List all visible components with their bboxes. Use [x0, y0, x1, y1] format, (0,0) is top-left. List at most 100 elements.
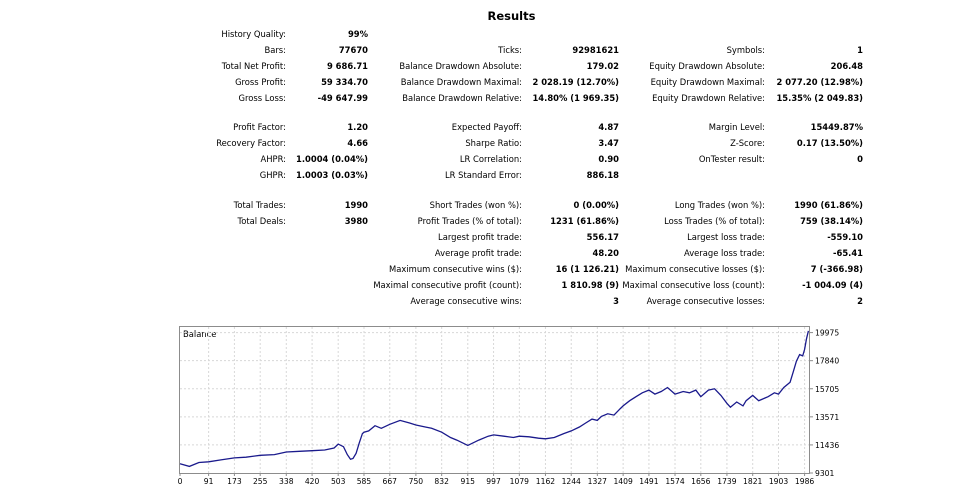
stat-label: Total Net Profit:: [221, 61, 286, 71]
stat-value: 1 810.98 (9): [561, 280, 619, 290]
x-tick-label: 503: [331, 477, 346, 486]
stat-label: Average profit trade:: [434, 248, 522, 258]
history-quality-value: 99%: [347, 29, 368, 39]
balance-line: [179, 330, 810, 468]
stat-value: 0.90: [598, 154, 619, 164]
stat-label: AHPR:: [260, 154, 286, 164]
stat-value: -49 647.99: [317, 93, 368, 103]
x-tick-label: 1903: [769, 477, 788, 486]
stat-label: Maximum consecutive wins ($):: [389, 264, 522, 274]
stat-value: 48.20: [592, 248, 620, 258]
x-tick-label: 420: [305, 477, 320, 486]
stat-label: Recovery Factor:: [216, 138, 286, 148]
stat-label: Balance Drawdown Relative:: [402, 93, 522, 103]
stat-label: Balance Drawdown Maximal:: [400, 77, 522, 87]
x-tick-label: 1327: [588, 477, 607, 486]
x-tick-label: 1244: [562, 477, 581, 486]
stat-label: Profit Trades (% of total):: [417, 216, 522, 226]
x-tick-label: 1986: [795, 477, 814, 486]
stat-value: 0.17 (13.50%): [796, 138, 863, 148]
y-tick-label: 13571: [815, 413, 839, 422]
stat-value: 0 (0.00%): [573, 200, 619, 210]
stat-label: Maximal consecutive profit (count):: [373, 280, 522, 290]
stat-label: Equity Drawdown Maximal:: [650, 77, 765, 87]
stat-label: Margin Level:: [708, 122, 765, 132]
stat-value: 0: [857, 154, 863, 164]
stat-value: -65.41: [833, 248, 863, 258]
x-tick-label: 1162: [536, 477, 555, 486]
x-tick-label: 173: [227, 477, 242, 486]
stat-label: Maximal consecutive loss (count):: [622, 280, 765, 290]
stat-label: Sharpe Ratio:: [465, 138, 522, 148]
x-tick-label: 0: [178, 477, 183, 486]
stat-label: Short Trades (won %):: [429, 200, 522, 210]
stat-label: Total Trades:: [233, 200, 286, 210]
x-tick-label: 1656: [691, 477, 710, 486]
stat-value: 92981621: [572, 45, 619, 55]
stat-label: Ticks:: [498, 45, 522, 55]
stat-label: Equity Drawdown Relative:: [652, 93, 765, 103]
stat-label: Loss Trades (% of total):: [664, 216, 765, 226]
stat-label: Equity Drawdown Absolute:: [649, 61, 765, 71]
stat-value: 1990: [344, 200, 368, 210]
y-tick-label: 11436: [815, 441, 839, 450]
x-tick-label: 255: [253, 477, 268, 486]
y-tick-label: 9301: [815, 469, 834, 478]
x-tick-label: 997: [486, 477, 501, 486]
stat-label: Average consecutive wins:: [410, 296, 522, 306]
stat-value: 15449.87%: [810, 122, 863, 132]
stat-label: Average consecutive losses:: [646, 296, 765, 306]
x-tick-label: 832: [434, 477, 449, 486]
stat-value: 3: [613, 296, 619, 306]
y-tick-label: 15705: [815, 385, 839, 394]
stat-label: Balance Drawdown Absolute:: [399, 61, 522, 71]
chart-grid: [180, 327, 809, 473]
stat-label: Gross Loss:: [238, 93, 286, 103]
x-tick-label: 91: [204, 477, 214, 486]
stat-value: 1.0004 (0.04%): [296, 154, 368, 164]
stat-value: 1.0003 (0.03%): [296, 170, 368, 180]
stat-value: 886.18: [586, 170, 619, 180]
stat-value: 759 (38.14%): [800, 216, 863, 226]
stat-value: 179.02: [586, 61, 619, 71]
x-tick-label: 915: [461, 477, 476, 486]
stat-label: GHPR:: [259, 170, 286, 180]
stat-value: 2 077.20 (12.98%): [776, 77, 863, 87]
stat-value: 16 (1 126.21): [555, 264, 619, 274]
x-tick-label: 1739: [717, 477, 736, 486]
stat-value: 1.20: [347, 122, 368, 132]
results-title: Results: [487, 9, 536, 23]
y-axis-ticks: 9301 11436 13571 15705 17840 19975: [810, 329, 839, 478]
stat-value: 1231 (61.86%): [550, 216, 619, 226]
stat-value: 59 334.70: [321, 77, 368, 87]
stat-value: 3.47: [598, 138, 619, 148]
x-tick-label: 1574: [665, 477, 684, 486]
x-tick-label: 585: [357, 477, 372, 486]
stat-label: LR Correlation:: [459, 154, 522, 164]
stat-label: Maximum consecutive losses ($):: [625, 264, 765, 274]
stat-value: 206.48: [830, 61, 863, 71]
stat-label: OnTester result:: [698, 154, 765, 164]
stat-value: 7 (-366.98): [810, 264, 863, 274]
stat-label: Z-Score:: [730, 138, 765, 148]
stat-label: Expected Payoff:: [451, 122, 522, 132]
history-quality-label: History Quality:: [221, 29, 286, 39]
x-tick-label: 750: [409, 477, 424, 486]
stat-value: 2: [857, 296, 863, 306]
y-tick-label: 19975: [815, 329, 839, 338]
stat-label: Total Deals:: [237, 216, 286, 226]
stat-label: Profit Factor:: [233, 122, 286, 132]
x-tick-label: 667: [383, 477, 398, 486]
x-tick-label: 1491: [639, 477, 658, 486]
stat-value: 15.35% (2 049.83): [776, 93, 863, 103]
x-tick-label: 1409: [613, 477, 632, 486]
y-tick-label: 17840: [815, 357, 839, 366]
x-axis-ticks: 0 91 173 255 338 420 503 585 667 750 832 915 997 1079…: [178, 473, 814, 486]
stat-value: 1: [857, 45, 863, 55]
x-tick-label: 1079: [510, 477, 529, 486]
stat-label: Symbols:: [726, 45, 765, 55]
stat-value: 9 686.71: [326, 61, 368, 71]
stat-label: Largest loss trade:: [687, 232, 765, 242]
stat-label: LR Standard Error:: [445, 170, 522, 180]
stat-value: 556.17: [586, 232, 619, 242]
